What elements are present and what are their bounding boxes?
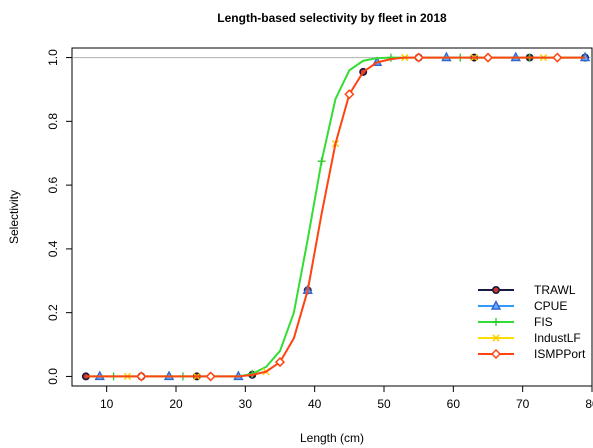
y-tick-label: 1.0 <box>46 49 60 66</box>
x-tick-label: 60 <box>447 397 461 411</box>
legend-item-ismpport: ISMPPort <box>478 347 586 361</box>
series-layer <box>81 51 591 382</box>
series-ismpport <box>85 52 586 382</box>
legend-label: IndustLF <box>534 331 581 345</box>
y-axis-label: Selectivity <box>7 190 21 244</box>
legend-marker <box>492 334 500 342</box>
series-cpue <box>94 51 591 381</box>
legend-label: CPUE <box>534 299 567 313</box>
series-fis <box>85 53 586 381</box>
y-axis: 0.0 0.2 0.4 0.6 0.8 1.0 <box>46 49 73 385</box>
chart-title: Length-based selectivity by fleet in 201… <box>217 11 447 25</box>
legend-marker <box>490 348 502 360</box>
y-tick-label: 0.2 <box>46 304 60 321</box>
y-tick-label: 0.8 <box>46 113 60 130</box>
y-tick-label: 0.4 <box>46 240 60 257</box>
x-tick-label: 50 <box>377 397 391 411</box>
x-axis-label: Length (cm) <box>300 431 364 445</box>
plot-frame <box>71 47 593 387</box>
y-tick-label: 0.0 <box>46 368 60 385</box>
series-line <box>85 56 586 378</box>
y-tick-label: 0.6 <box>46 176 60 193</box>
legend-marker <box>491 285 500 294</box>
data-point <box>552 52 563 63</box>
data-point <box>413 52 424 63</box>
series-line <box>85 56 586 378</box>
legend: TRAWL CPUE FIS IndustLF ISMPPort <box>478 283 586 361</box>
legend-item-industlf: IndustLF <box>478 331 581 345</box>
legend-item-fis: FIS <box>478 315 553 329</box>
legend-marker <box>492 318 500 326</box>
data-point <box>274 357 286 368</box>
legend-label: TRAWL <box>534 283 576 297</box>
legend-marker <box>490 300 502 310</box>
x-axis: 10 20 30 40 50 60 70 80 <box>100 385 593 411</box>
legend-item-trawl: TRAWL <box>478 283 576 297</box>
data-point <box>344 89 355 100</box>
data-point <box>386 53 395 62</box>
legend-label: FIS <box>534 315 553 329</box>
data-point <box>136 371 147 382</box>
data-point <box>317 157 326 166</box>
x-tick-label: 80 <box>585 397 593 411</box>
legend-item-cpue: CPUE <box>478 299 567 313</box>
x-tick-label: 20 <box>169 397 183 411</box>
x-tick-label: 30 <box>239 397 253 411</box>
x-tick-label: 40 <box>308 397 322 411</box>
legend-label: ISMPPort <box>534 347 586 361</box>
x-tick-label: 70 <box>516 397 530 411</box>
x-tick-label: 10 <box>100 397 114 411</box>
data-point <box>205 371 216 382</box>
data-point <box>482 52 494 63</box>
